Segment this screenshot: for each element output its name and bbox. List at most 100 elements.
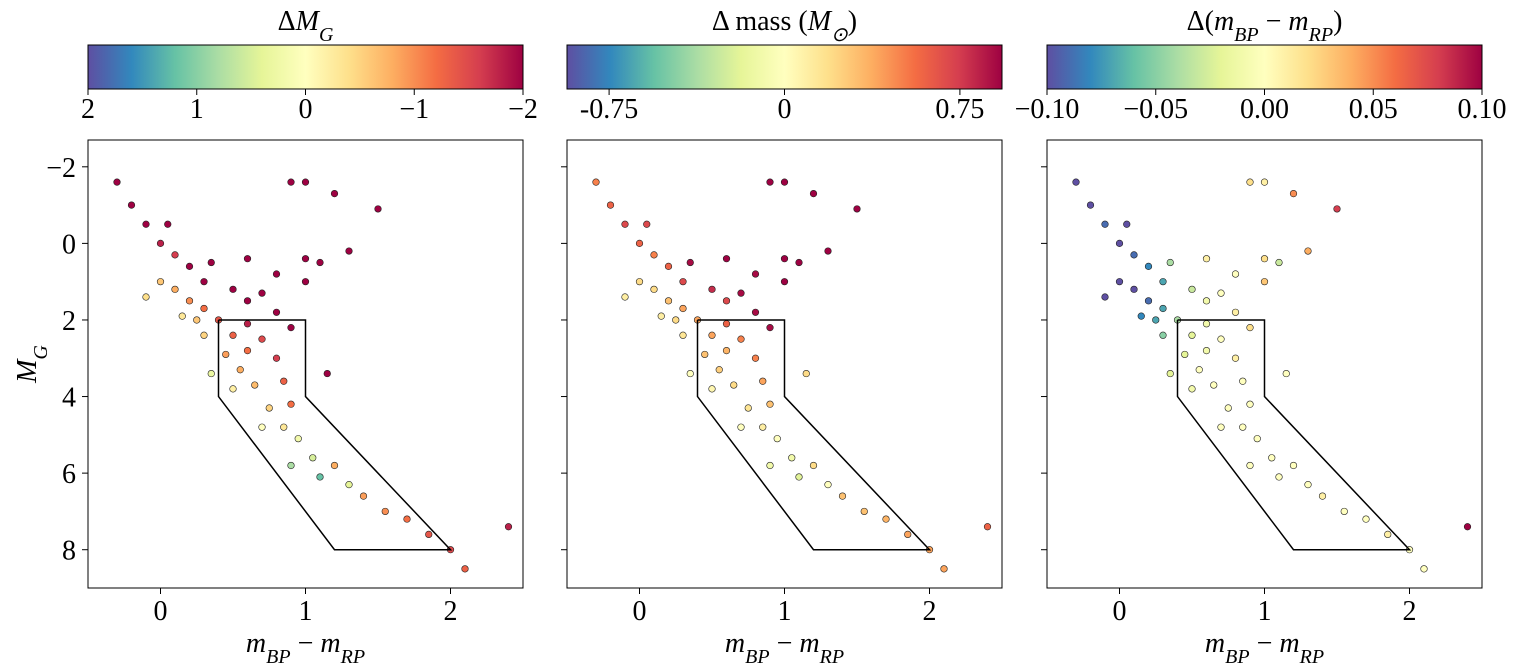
star-point — [1318, 492, 1327, 500]
star-point — [1101, 293, 1109, 301]
star-point — [621, 220, 629, 228]
x-tick-label: 1 — [1258, 596, 1272, 627]
star-point — [1246, 400, 1254, 408]
star-point — [701, 350, 709, 359]
star-point — [773, 435, 781, 443]
x-axis-label-part: RP — [340, 646, 365, 666]
star-point — [200, 331, 208, 339]
star-point — [1159, 304, 1167, 313]
star-point — [1072, 178, 1080, 186]
x-axis-label: mBP − mRP — [246, 628, 365, 666]
star-point — [185, 297, 194, 305]
star-point — [1246, 324, 1254, 332]
star-point — [301, 278, 310, 286]
x-tick-label: 0 — [154, 596, 168, 627]
star-point — [1202, 255, 1211, 263]
x-tick-label: 1 — [778, 596, 792, 627]
star-point — [425, 530, 433, 538]
star-point — [809, 461, 818, 470]
star-point — [766, 324, 774, 332]
star-point — [664, 297, 673, 305]
star-point — [664, 262, 673, 270]
star-point — [1130, 285, 1138, 293]
star-point — [882, 515, 890, 523]
y-tick-label: 2 — [62, 306, 76, 337]
star-point — [722, 297, 731, 305]
star-point — [643, 220, 651, 228]
colorbar-label-part: M — [295, 6, 321, 37]
colorbar — [566, 44, 1003, 90]
star-point — [708, 331, 716, 339]
star-point — [744, 404, 752, 412]
star-point — [1115, 239, 1124, 247]
star-point — [359, 492, 368, 500]
star-point — [287, 461, 295, 470]
star-point — [1130, 251, 1138, 259]
x-axis-label-part: m — [1205, 628, 1225, 659]
star-point — [258, 289, 266, 297]
star-point — [635, 278, 644, 286]
star-point — [708, 385, 716, 393]
star-point — [207, 258, 215, 267]
star-point — [650, 285, 658, 293]
star-point — [171, 285, 179, 293]
star-point — [766, 400, 774, 408]
y-tick-label: 8 — [62, 536, 76, 567]
colorbar-label: Δ(mBP − mRP) — [1187, 6, 1343, 46]
star-point — [1188, 385, 1196, 393]
star-point — [737, 335, 745, 343]
x-axis-label-part: BP — [1225, 646, 1249, 666]
colorbar-label-part: Δ mass ( — [712, 6, 808, 37]
star-point — [672, 316, 680, 324]
star-point — [1333, 205, 1341, 213]
star-point — [1289, 461, 1298, 470]
star-point — [345, 481, 353, 489]
star-point — [737, 289, 745, 297]
star-point — [200, 278, 208, 286]
star-point — [1340, 507, 1348, 516]
star-point — [1159, 331, 1167, 339]
star-point — [243, 255, 252, 263]
x-axis-label: mBP − mRP — [1205, 628, 1324, 666]
colorbar-label-part: Δ — [278, 6, 296, 37]
star-point — [940, 565, 948, 573]
star-point — [280, 423, 288, 431]
star-point — [1123, 220, 1131, 228]
star-point — [824, 481, 832, 489]
colorbar-tick-label: 1 — [190, 94, 204, 125]
star-point — [403, 515, 411, 523]
star-point — [316, 258, 324, 267]
star-point — [309, 454, 317, 462]
star-point — [766, 178, 774, 186]
star-point — [737, 423, 745, 431]
selection-region — [696, 319, 932, 551]
x-axis-label-part: − — [1250, 628, 1280, 659]
colorbar-tick-label: 0.05 — [1349, 94, 1398, 125]
star-point — [1282, 369, 1290, 378]
x-axis-label-part: m — [320, 628, 340, 659]
star-point — [1231, 354, 1240, 362]
star-point — [207, 369, 215, 378]
star-point — [1384, 530, 1392, 538]
x-axis-label-part: − — [770, 628, 800, 659]
star-point — [1231, 270, 1240, 278]
star-point — [280, 377, 288, 385]
star-point — [1195, 366, 1203, 374]
star-point — [1260, 255, 1269, 263]
star-point — [229, 385, 237, 393]
star-point — [127, 201, 136, 209]
colorbar-tick-label: −0.05 — [1123, 94, 1188, 125]
y-axis-label-part: G — [30, 345, 52, 360]
star-point — [1304, 481, 1312, 489]
colorbar-label-part: m — [1288, 6, 1308, 37]
star-point — [679, 304, 687, 313]
star-point — [679, 331, 687, 339]
star-point — [1275, 473, 1283, 481]
star-point — [657, 312, 665, 320]
star-point — [1289, 190, 1298, 198]
x-axis-label-part: − — [291, 628, 321, 659]
colorbar — [1046, 44, 1483, 90]
star-point — [272, 308, 281, 316]
colorbar-label-part: G — [319, 24, 334, 46]
star-point — [330, 461, 339, 470]
